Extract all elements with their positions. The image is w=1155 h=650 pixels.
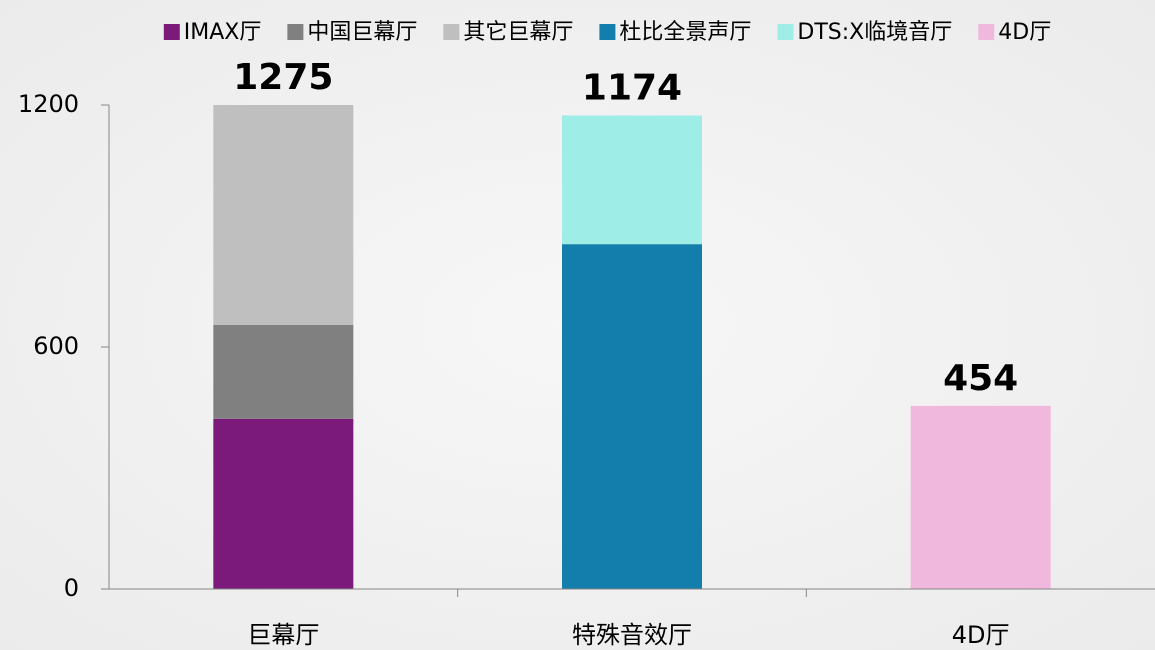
legend-item: 中国巨幕厅 [287,20,417,45]
total-label: 1174 [582,67,682,108]
legend-item: DTS:X临境音厅 [777,20,952,45]
x-tick-label: 4D厅 [952,621,1010,649]
bar-segment [562,115,702,245]
legend-swatch [443,24,460,40]
bar-segment [910,405,1051,589]
legend-swatch [599,24,616,40]
bar-segment [213,418,354,589]
bars [213,105,1051,589]
y-tick-label: 1200 [18,90,79,118]
legend-swatch [163,24,180,40]
bar-segment [562,244,702,589]
legend-label: IMAX厅 [184,20,262,45]
y-tick-label: 0 [64,574,79,602]
legend-item: 杜比全景声厅 [599,20,751,45]
legend-label: 其它巨幕厅 [463,20,573,45]
legend-swatch [287,24,304,40]
legend-item: IMAX厅 [163,20,262,45]
legend-label: 杜比全景声厅 [619,20,751,45]
bar-segment [213,105,354,325]
x-tick-label: 巨幕厅 [247,621,319,649]
bar-segment [213,324,354,419]
legend-label: 4D厅 [998,20,1051,45]
legend-swatch [978,24,995,40]
total-label: 454 [943,358,1018,399]
legend-label: 中国巨幕厅 [307,20,417,45]
x-tick-label: 特殊音效厅 [572,621,692,649]
legend-swatch [777,24,794,40]
legend-label: DTS:X临境音厅 [797,20,952,45]
y-tick-label: 600 [33,332,79,360]
legend-item: 其它巨幕厅 [443,20,573,45]
total-label: 1275 [233,57,333,98]
legend-item: 4D厅 [978,20,1051,45]
